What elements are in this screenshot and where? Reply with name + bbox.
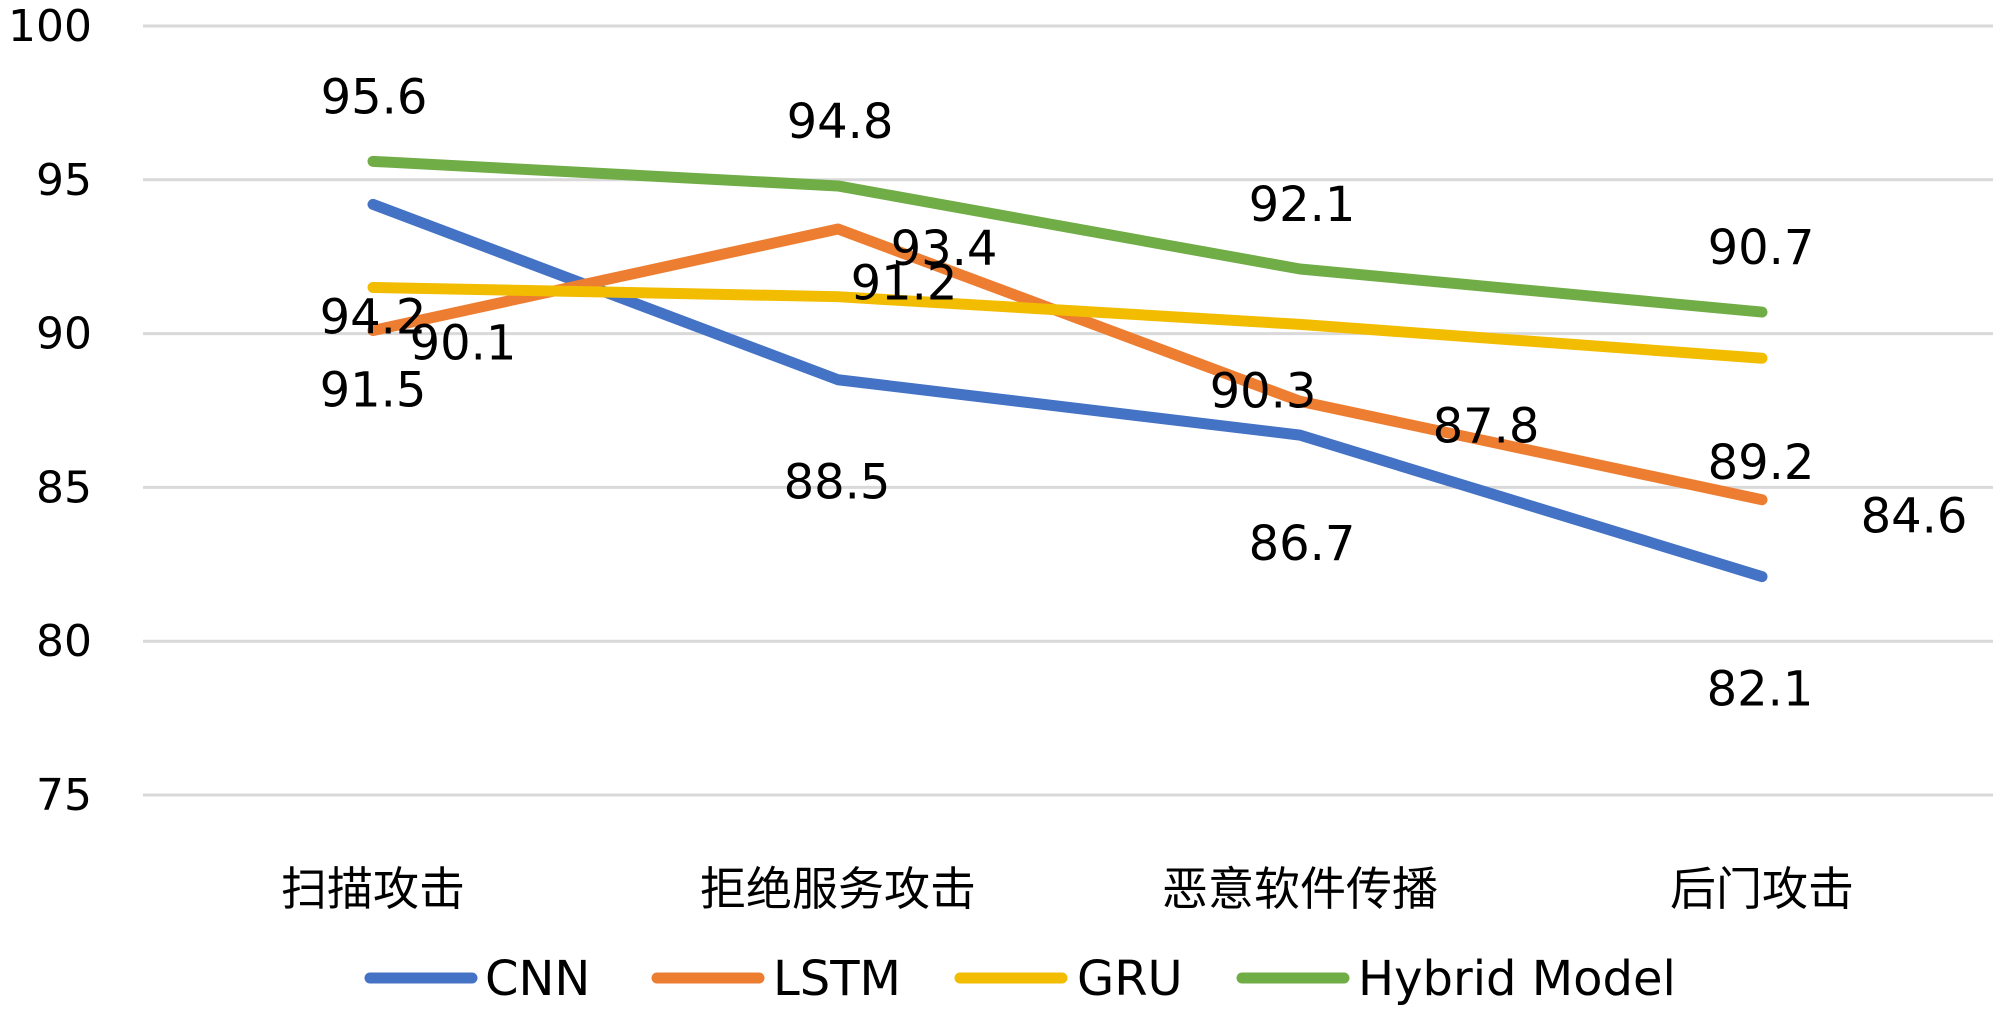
legend-item: LSTM [651, 951, 901, 1007]
data-label: 90.7 [1708, 220, 1815, 276]
y-axis: 75 80 85 90 95 100 [8, 1, 92, 821]
legend: CNN LSTM GRU Hybrid Model [364, 951, 1676, 1007]
data-label: 95.6 [321, 69, 428, 125]
data-label: 86.7 [1249, 516, 1356, 572]
series-line-hybrid-model [367, 155, 1768, 318]
x-category-label: 扫描攻击 [281, 862, 465, 916]
legend-item: GRU [954, 951, 1183, 1007]
data-label: 89.2 [1708, 435, 1815, 491]
data-label: 93.4 [891, 221, 998, 277]
data-label: 90.1 [410, 316, 517, 372]
x-category-label: 后门攻击 [1670, 862, 1854, 916]
data-label: 88.5 [784, 455, 891, 511]
y-tick-label: 85 [36, 462, 92, 513]
x-axis: 扫描攻击 拒绝服务攻击 恶意软件传播 后门攻击 [281, 862, 1854, 916]
data-label: 91.2 [851, 256, 958, 312]
x-category-label: 恶意软件传播 [1162, 862, 1438, 916]
legend-label: GRU [1077, 951, 1183, 1007]
legend-label: LSTM [773, 951, 901, 1007]
y-tick-label: 90 [36, 309, 92, 360]
data-label: 90.3 [1210, 363, 1317, 419]
series-line-lstm [367, 223, 1768, 506]
data-label: 82.1 [1707, 662, 1814, 718]
data-label: 92.1 [1249, 177, 1356, 233]
legend-label: CNN [485, 951, 590, 1007]
x-category-label: 拒绝服务攻击 [700, 862, 976, 916]
y-tick-label: 100 [8, 1, 92, 52]
data-label: 87.8 [1433, 398, 1540, 454]
series-line-cnn [367, 198, 1768, 583]
data-labels: 94.2 88.5 86.7 82.1 90.1 93.4 87.8 84.6 91.5 91.2… [320, 69, 1968, 717]
legend-label: Hybrid Model [1358, 951, 1676, 1007]
data-label: 84.6 [1861, 489, 1968, 545]
gridlines [143, 24, 1993, 797]
legend-item: CNN [364, 951, 590, 1007]
y-tick-label: 80 [36, 616, 92, 667]
data-label: 91.5 [320, 362, 427, 418]
series-line-gru [367, 281, 1768, 364]
legend-item: Hybrid Model [1236, 951, 1676, 1007]
data-label: 94.2 [320, 289, 427, 345]
series-lines [367, 155, 1768, 583]
data-label: 94.8 [787, 94, 894, 150]
y-tick-label: 95 [36, 155, 92, 206]
y-tick-label: 75 [36, 770, 92, 821]
